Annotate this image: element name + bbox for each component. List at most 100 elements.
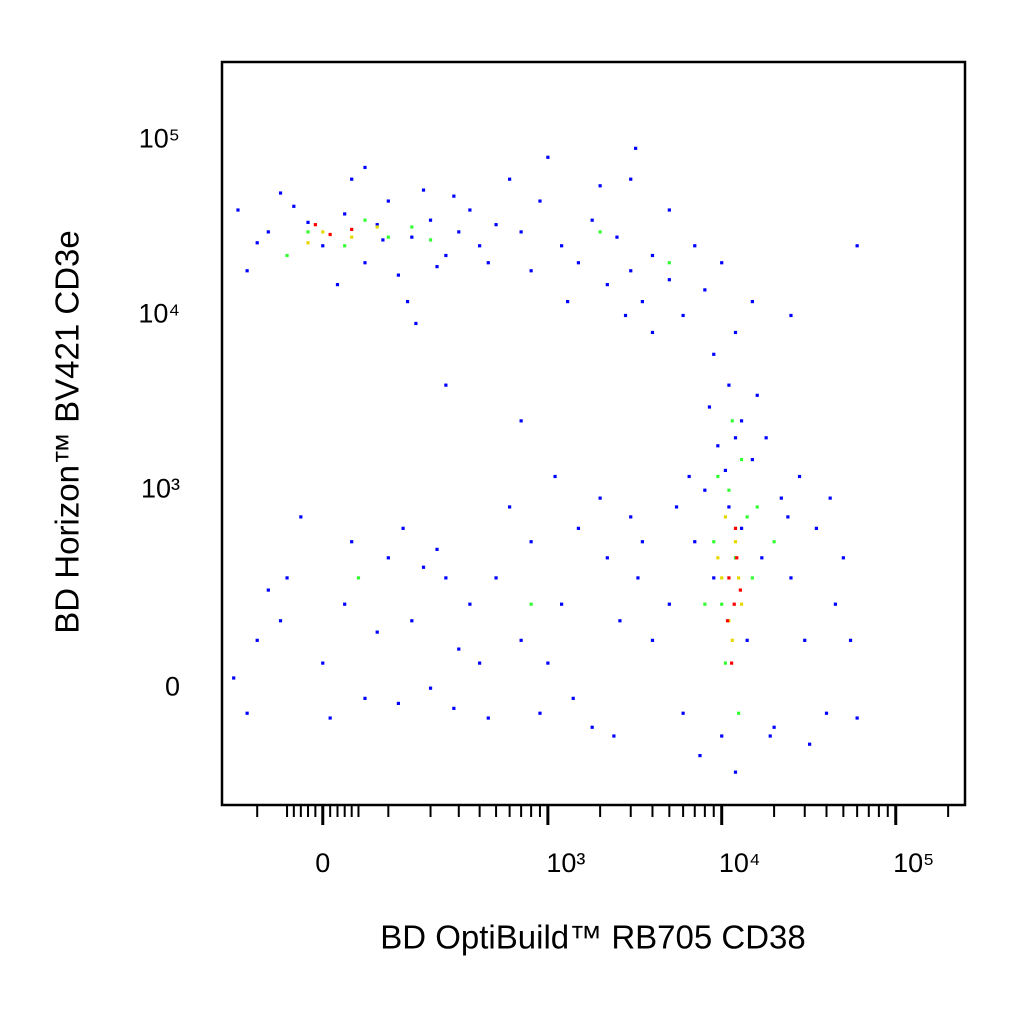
data-point (789, 576, 793, 580)
data-point (640, 540, 644, 544)
data-point (629, 177, 633, 181)
data-point (824, 711, 829, 715)
data-point (538, 711, 542, 715)
data-point (414, 321, 418, 326)
plot-frame (220, 60, 967, 807)
data-point (789, 313, 793, 318)
data-point (723, 661, 728, 665)
data-point (560, 244, 564, 248)
data-point (650, 253, 655, 258)
data-point (720, 576, 724, 580)
data-point (508, 177, 512, 181)
data-point (803, 638, 807, 642)
data-point (634, 146, 638, 150)
data-point (452, 706, 456, 710)
data-point (435, 265, 439, 269)
data-point (730, 661, 734, 665)
data-point (343, 212, 347, 216)
data-point (529, 269, 533, 273)
data-point (797, 474, 802, 479)
data-point (736, 576, 741, 580)
data-point (328, 232, 332, 237)
data-point (629, 269, 633, 273)
data-point (278, 619, 283, 623)
data-point (478, 661, 482, 665)
data-point (730, 638, 734, 642)
data-point (343, 602, 347, 606)
data-point (733, 526, 738, 530)
data-point (745, 638, 749, 642)
data-point (444, 383, 448, 387)
data-point (720, 602, 724, 606)
data-point (321, 244, 325, 248)
data-point (768, 734, 772, 738)
data-point (255, 638, 259, 642)
data-point (605, 283, 609, 287)
data-point (735, 556, 739, 560)
data-point (733, 540, 738, 544)
data-point (725, 619, 730, 623)
data-point (779, 496, 783, 500)
data-point (667, 261, 671, 265)
data-point (363, 696, 367, 700)
data-point (519, 638, 523, 642)
data-point (435, 547, 439, 551)
data-point (546, 661, 550, 665)
data-point (712, 352, 716, 356)
data-point (716, 556, 720, 560)
data-point (755, 393, 759, 397)
data-point (457, 647, 461, 651)
data-point (486, 261, 490, 265)
data-point (667, 278, 671, 282)
data-point (640, 300, 644, 304)
data-point (598, 184, 602, 188)
x-tick-label: 10⁴ (719, 848, 761, 878)
data-point (401, 526, 405, 530)
data-point (629, 515, 633, 519)
data-point (285, 576, 289, 580)
data-point (321, 230, 325, 234)
data-point (363, 165, 367, 170)
data-point (266, 230, 270, 234)
data-point (321, 661, 325, 665)
data-point (313, 223, 317, 227)
data-point (255, 241, 259, 245)
data-point (529, 602, 533, 606)
data-point (285, 253, 289, 258)
data-point (707, 405, 712, 409)
data-point (566, 300, 570, 304)
data-point (363, 218, 367, 222)
data-point (736, 711, 741, 715)
data-point (612, 734, 616, 738)
data-point (833, 602, 837, 606)
data-point (716, 444, 720, 448)
data-point (519, 419, 523, 423)
data-point (636, 576, 640, 580)
data-point (667, 208, 671, 212)
data-point (598, 230, 602, 234)
data-point (428, 686, 433, 690)
data-point (350, 540, 354, 544)
data-point (623, 313, 628, 318)
data-point (727, 488, 731, 492)
data-point (716, 474, 720, 479)
data-point (375, 225, 379, 229)
data-point (650, 638, 655, 642)
data-point (232, 676, 236, 680)
data-point (386, 199, 390, 203)
data-point (739, 419, 744, 423)
data-point (245, 269, 249, 273)
data-point (363, 261, 367, 265)
data-point (590, 725, 594, 729)
data-point (529, 540, 533, 544)
data-point (396, 701, 401, 705)
data-point (306, 241, 310, 245)
data-point (681, 711, 685, 715)
y-tick-label: 10⁴ (138, 299, 180, 329)
data-point (343, 244, 347, 248)
data-point (723, 515, 728, 519)
data-point (733, 770, 738, 774)
data-point (444, 253, 448, 258)
data-point (674, 505, 679, 509)
